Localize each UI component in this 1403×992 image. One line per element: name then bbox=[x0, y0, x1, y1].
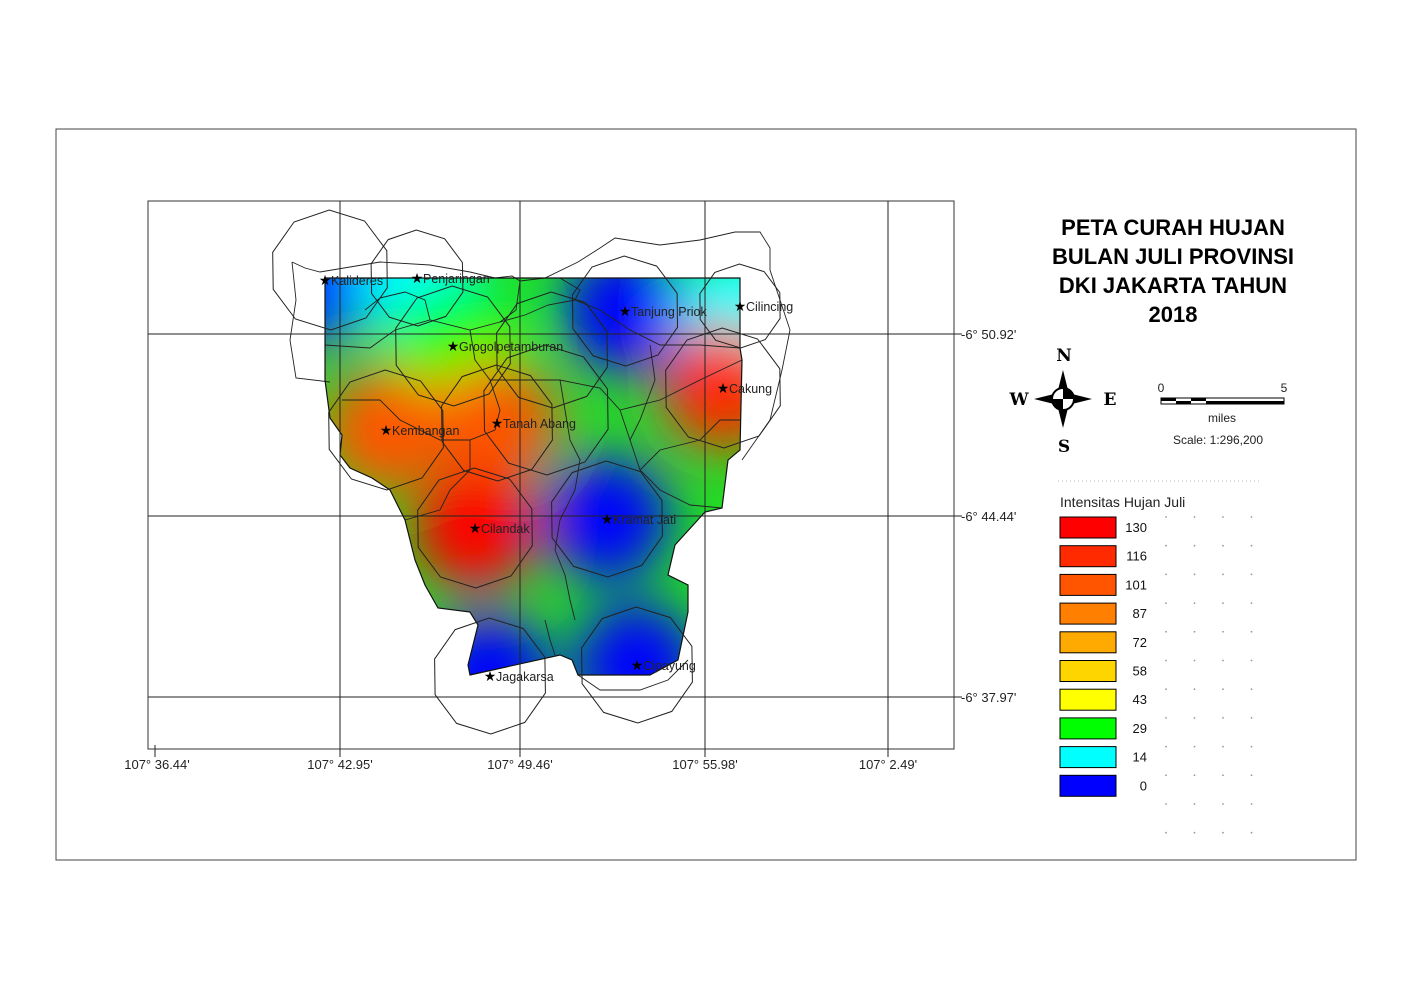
title-line: BULAN JULI PROVINSI bbox=[1052, 244, 1294, 269]
station-star-icon: ★ bbox=[411, 270, 424, 286]
lon-tick: 107° 2.49' bbox=[859, 757, 917, 772]
station-label: Jagakarsa bbox=[496, 670, 554, 684]
north-arrow: N S W E bbox=[1008, 346, 1116, 457]
scale-min: 0 bbox=[1158, 381, 1165, 395]
legend-value: 29 bbox=[1133, 721, 1147, 736]
title-line: DKI JAKARTA TAHUN bbox=[1059, 273, 1287, 298]
legend-value: 0 bbox=[1140, 778, 1147, 793]
compass-w: W bbox=[1008, 390, 1029, 410]
lon-tick: 107° 42.95' bbox=[307, 757, 373, 772]
legend-swatch bbox=[1059, 516, 1117, 539]
map-title: PETA CURAH HUJAN BULAN JULI PROVINSI DKI… bbox=[1052, 215, 1294, 327]
legend-swatch bbox=[1059, 573, 1117, 596]
station-star-icon: ★ bbox=[380, 422, 393, 438]
station-label: Kramat Jati bbox=[613, 513, 676, 527]
station-label: Tanjung Priok bbox=[631, 305, 707, 319]
station-label: Cilandak bbox=[481, 522, 530, 536]
station-label: Kembangan bbox=[392, 424, 459, 438]
legend-value: 116 bbox=[1126, 549, 1147, 564]
compass-n: N bbox=[1056, 346, 1072, 366]
station-markers: ★ Kalideres ★ Penjaringan★ Tanjung Priok ★ Cil… bbox=[319, 270, 794, 684]
legend-swatch bbox=[1059, 688, 1117, 711]
rainfall-surface bbox=[325, 278, 742, 675]
longitude-labels: 107° 36.44' 107° 42.95' 107° 49.46' 107°… bbox=[124, 757, 917, 772]
lon-tick: 107° 55.98' bbox=[672, 757, 738, 772]
station-star-icon: ★ bbox=[631, 657, 644, 673]
station-star-icon: ★ bbox=[734, 298, 747, 314]
station-star-icon: ★ bbox=[447, 338, 460, 354]
layout-frame bbox=[55, 128, 1357, 861]
station-star-icon: ★ bbox=[319, 272, 332, 288]
legend-value: 14 bbox=[1133, 750, 1147, 765]
station-label: Cilincing bbox=[746, 300, 793, 314]
compass-rose-icon bbox=[1034, 370, 1092, 428]
legend: Intensitas Hujan Juli 130 116 101 87 72 58 43 2… bbox=[1058, 480, 1260, 834]
station-star-icon: ★ bbox=[491, 415, 504, 431]
scale-bar: 0 5 miles Scale: 1:296,200 bbox=[1158, 381, 1288, 447]
station-label: Grogolpetamburan bbox=[459, 340, 563, 354]
compass-e: E bbox=[1104, 390, 1117, 410]
station-label: Tanah Abang bbox=[503, 417, 576, 431]
legend-swatch bbox=[1059, 746, 1117, 769]
legend-value: 87 bbox=[1133, 606, 1147, 621]
station-buffers bbox=[272, 209, 781, 735]
lon-tick: 107° 36.44' bbox=[124, 757, 190, 772]
lat-tick: -6° 37.97' bbox=[961, 690, 1016, 705]
legend-title: Intensitas Hujan Juli bbox=[1060, 494, 1185, 510]
legend-value: 58 bbox=[1133, 664, 1147, 679]
station-star-icon: ★ bbox=[619, 303, 632, 319]
legend-swatch bbox=[1059, 774, 1117, 797]
legend-value: 101 bbox=[1125, 577, 1147, 592]
station-label: Penjaringan bbox=[423, 272, 490, 286]
station-star-icon: ★ bbox=[717, 380, 730, 396]
lon-tick: 107° 49.46' bbox=[487, 757, 553, 772]
legend-value: 130 bbox=[1125, 520, 1147, 535]
graticule bbox=[148, 201, 962, 757]
legend-value: 43 bbox=[1133, 692, 1147, 707]
station-star-icon: ★ bbox=[601, 511, 614, 527]
station-star-icon: ★ bbox=[484, 668, 497, 684]
legend-swatch bbox=[1059, 602, 1117, 625]
legend-swatch bbox=[1059, 545, 1117, 568]
title-line: 2018 bbox=[1149, 302, 1198, 327]
title-line: PETA CURAH HUJAN bbox=[1061, 215, 1285, 240]
legend-swatch bbox=[1059, 660, 1117, 682]
latitude-labels: -6° 50.92' -6° 44.44' -6° 37.97' bbox=[961, 327, 1016, 705]
legend-value: 72 bbox=[1133, 635, 1147, 650]
lat-tick: -6° 50.92' bbox=[961, 327, 1016, 342]
station-label: Cipayung bbox=[643, 659, 696, 673]
scale-ratio: Scale: 1:296,200 bbox=[1173, 433, 1263, 447]
legend-swatch bbox=[1059, 717, 1117, 740]
legend-swatch bbox=[1059, 631, 1117, 654]
scale-unit: miles bbox=[1208, 411, 1236, 425]
scale-max: 5 bbox=[1281, 381, 1288, 395]
lat-tick: -6° 44.44' bbox=[961, 509, 1016, 524]
station-label: Cakung bbox=[729, 382, 772, 396]
station-star-icon: ★ bbox=[469, 520, 482, 536]
station-label: Kalideres bbox=[331, 274, 383, 288]
compass-s: S bbox=[1058, 437, 1070, 457]
